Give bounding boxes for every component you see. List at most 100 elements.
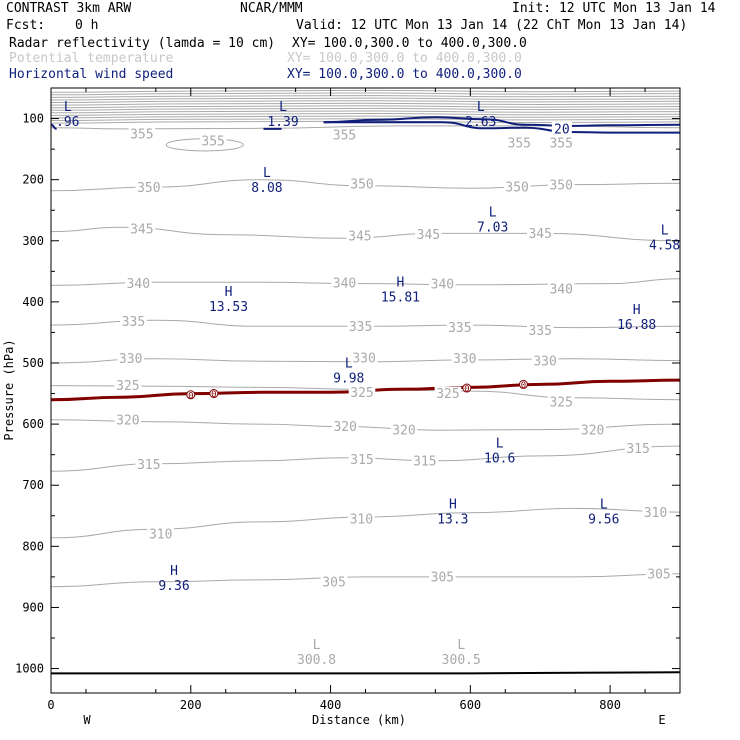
theta-dense-contour-line xyxy=(50,115,681,119)
x-end-label-west: W xyxy=(83,713,91,727)
theta-contour-label: 310 xyxy=(350,512,373,527)
low-marker: L xyxy=(661,224,669,239)
theta-contour-label: 320 xyxy=(581,424,604,439)
x-tick-label: 600 xyxy=(459,698,481,712)
reflectivity-label-bubble xyxy=(518,379,528,389)
theta-contour-label: 315 xyxy=(350,453,373,468)
contour-labels: 355 355 355 355 355 350 350 350 350 345 345 345 345 3… xyxy=(56,100,680,668)
theta-contour-label: 355 xyxy=(549,137,572,152)
project-title: CONTRAST 3km ARW xyxy=(6,1,131,16)
low-marker: L xyxy=(279,100,287,115)
theta-contour-label: 320 xyxy=(116,413,139,428)
theta-label-background xyxy=(547,395,575,410)
theta-dense-contour-line xyxy=(50,95,681,98)
extremum-value: 2.63 xyxy=(465,115,496,130)
theta-label-background xyxy=(120,314,147,329)
theta-label-background xyxy=(125,276,152,291)
fcst-value: 0 h xyxy=(75,18,98,33)
theta-label-background xyxy=(446,320,474,335)
theta-contour-label: 355 xyxy=(130,127,153,142)
field-theta-name: Potential temperature xyxy=(9,51,174,66)
surface-line xyxy=(51,671,681,675)
extremum-value: 9.36 xyxy=(158,579,189,594)
x-end-label-east: E xyxy=(658,713,665,727)
theta-label-background xyxy=(135,457,163,472)
theta-contour-label: 320 xyxy=(333,420,356,435)
high-marker: H xyxy=(170,564,178,579)
high-marker: H xyxy=(633,303,641,318)
theta-contour-label: 345 xyxy=(348,229,371,244)
theta-contour-label: 320 xyxy=(392,424,415,439)
field-reflectivity-xy: XY= 100.0,300.0 to 400.0,300.0 xyxy=(292,36,527,51)
extremum-value: 15.81 xyxy=(381,291,420,306)
theta-dense-contour-line xyxy=(50,107,681,111)
theta-contour-label: 340 xyxy=(549,283,572,298)
extremum-value: 8.08 xyxy=(251,181,282,196)
theta-label-background xyxy=(526,323,554,338)
theta-label-background xyxy=(199,134,227,149)
theta-dense-contour-line xyxy=(50,105,681,109)
theta-label-background xyxy=(331,128,358,143)
theta-label-background xyxy=(415,227,442,242)
theta-contour-label: 330 xyxy=(352,352,375,367)
theta-contour-label: 355 xyxy=(333,129,356,144)
theta-dense-contour-line xyxy=(50,100,681,103)
x-tick-label: 0 xyxy=(47,698,54,712)
low-marker: L xyxy=(496,436,504,451)
theta-contour-label: 335 xyxy=(122,315,145,330)
theta-dense-contour-line xyxy=(50,110,681,114)
low-marker: L xyxy=(345,356,353,371)
theta-label-background xyxy=(350,351,378,366)
theta-label-background xyxy=(624,441,652,456)
theta-label-background xyxy=(642,505,669,520)
theta-contour-label: 325 xyxy=(116,379,139,394)
theta-dense-contour-line xyxy=(50,102,681,106)
theta-contour-label: 340 xyxy=(431,278,454,293)
theta-dense-contour-line xyxy=(50,118,681,121)
y-axis-label: Pressure (hPa) xyxy=(2,339,16,440)
theta-contour-line xyxy=(50,278,681,286)
theta-label-background xyxy=(505,136,533,150)
theta-label-background xyxy=(128,222,156,237)
theta-contour-label: 335 xyxy=(349,320,372,335)
x-axis-label: Distance (km) xyxy=(312,713,406,727)
extremum-value: .96 xyxy=(56,115,79,130)
theta-contour-label: 340 xyxy=(333,276,356,291)
field-theta-xy: XY= 100.0,300.0 to 400.0,300.0 xyxy=(287,51,522,66)
theta-dense-contour-line xyxy=(50,97,681,101)
field-reflectivity-name: Radar reflectivity (lamda = 10 cm) xyxy=(9,36,275,51)
theta-contour-label: 310 xyxy=(149,528,172,543)
theta-label-background xyxy=(547,178,575,193)
high-marker: H xyxy=(397,276,405,291)
theta-contour-label: 315 xyxy=(413,454,436,469)
high-marker: H xyxy=(225,285,233,300)
wind-label-background xyxy=(551,121,572,136)
theta-contour-label: 330 xyxy=(453,352,476,367)
extremum-value: 9.98 xyxy=(333,371,364,386)
theta-contour-label: 335 xyxy=(448,321,471,336)
theta-label-background xyxy=(135,180,163,195)
low-marker: L xyxy=(457,638,465,653)
theta-label-background xyxy=(411,453,439,468)
theta-label-background xyxy=(346,228,374,243)
theta-contour-label: 350 xyxy=(505,181,528,196)
extremum-value: 16.88 xyxy=(617,318,656,333)
y-tick-label: 900 xyxy=(22,600,44,614)
theta-label-background xyxy=(531,354,559,369)
theta-contour-label: 340 xyxy=(127,277,150,292)
theta-label-background xyxy=(348,452,376,467)
theta-contour-label: 305 xyxy=(431,570,454,585)
theta-label-background xyxy=(547,136,575,150)
theta-label-background xyxy=(347,319,374,334)
reflectivity-label-bubble xyxy=(186,390,196,400)
upper-dense-contours xyxy=(50,89,681,124)
valid-time: Valid: 12 UTC Mon 13 Jan 14 (22 ChT Mon … xyxy=(296,18,687,33)
low-marker: L xyxy=(64,100,72,115)
theta-contour-label: 325 xyxy=(350,386,373,401)
theta-contour-label: 350 xyxy=(137,181,160,196)
theta-contour-line xyxy=(50,573,681,588)
theta-contour-label: 350 xyxy=(350,177,373,192)
theta-contour-label: 355 xyxy=(508,137,531,152)
center-name: NCAR/MMM xyxy=(240,1,303,16)
theta-contour-label: 315 xyxy=(626,442,649,457)
